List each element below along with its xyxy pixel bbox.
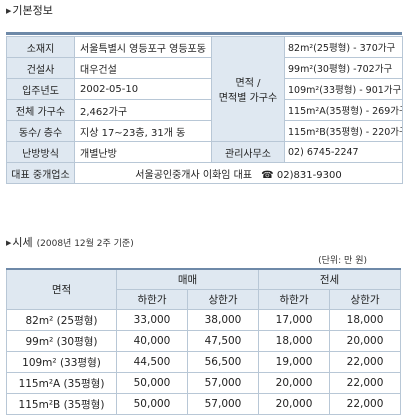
area-households-value: 99m²(30평형) -702가구 (284, 57, 403, 79)
info-value: 지상 17~23층, 31개 동 (74, 120, 212, 142)
sale-high-cell: 38,000 (186, 309, 260, 331)
info-row: 동수/ 층수 지상 17~23층, 31개 동 115m²B(35평형) - 2… (6, 120, 403, 142)
management-office-label: 관리사무소 (211, 141, 285, 163)
management-office-phone: 02) 6745-2247 (284, 141, 403, 163)
broker-phone: 02)831-9300 (276, 169, 342, 181)
info-label: 동수/ 층수 (6, 120, 75, 142)
info-label: 대표 중개업소 (6, 162, 75, 184)
sale-low-cell: 40,000 (116, 330, 188, 352)
sale-high-cell: 57,000 (186, 372, 260, 394)
basic-info-table: 소재지 서울특별시 영등포구 영등포동 면적 / 면적별 가구수 82m²(25… (6, 36, 403, 184)
basic-info-divider (6, 32, 402, 35)
jeonse-low-header: 하한가 (258, 289, 331, 310)
info-value: 개별난방 (74, 141, 212, 163)
sale-high-cell: 56,500 (186, 351, 260, 373)
triangle-bullet-icon: ▶ (6, 7, 12, 15)
basic-info-title: ▶기본정보 (6, 4, 53, 17)
area-column-header: 면적 (6, 268, 117, 310)
area-cell: 99m² (30평형) (6, 330, 117, 352)
jeonse-high-cell: 20,000 (329, 330, 402, 352)
table-row: 115m²A (35평형) 50,000 57,000 20,000 22,00… (6, 372, 402, 394)
jeonse-low-cell: 19,000 (258, 351, 331, 373)
broker-name: 서울공인중개사 이화임 대표 (135, 169, 253, 181)
price-table: 면적 매매 전세 하한가 상한가 하한가 상한가 82m² (25평형) 33,… (6, 268, 402, 415)
triangle-bullet-icon: ▶ (6, 239, 12, 247)
jeonse-high-header: 상한가 (329, 289, 402, 310)
jeonse-low-cell: 20,000 (258, 372, 331, 394)
jeonse-high-cell: 22,000 (329, 351, 402, 373)
sale-low-cell: 44,500 (116, 351, 188, 373)
sale-low-cell: 50,000 (116, 393, 188, 415)
jeonse-high-cell: 22,000 (329, 372, 402, 394)
info-row: 건설사 대우건설 99m²(30평형) -702가구 (6, 57, 403, 79)
sale-low-header: 하한가 (116, 289, 188, 310)
info-value: 서울특별시 영등포구 영등포동 (74, 36, 212, 58)
info-row: 난방방식 개별난방 관리사무소 02) 6745-2247 (6, 141, 403, 163)
unit-note: (단위: 만 원) (318, 256, 367, 266)
info-value: 2,462가구 (74, 99, 212, 121)
info-value: 2002-05-10 (74, 78, 212, 100)
area-households-value: 109m²(33평형) - 901가구 (284, 78, 403, 100)
price-subheader-row: 하한가 상한가 하한가 상한가 (7, 289, 402, 310)
info-row: 전체 가구수 2,462가구 115m²A(35평형) - 269가구 (6, 99, 403, 121)
sale-high-header: 상한가 (186, 289, 260, 310)
info-label: 전체 가구수 (6, 99, 75, 121)
area-households-value: 82m²(25평형) - 370가구 (284, 36, 403, 58)
sale-group-header: 매매 (115, 268, 260, 290)
area-households-value: 115m²A(35평형) - 269가구 (284, 99, 403, 121)
area-cell: 109m² (33평형) (6, 351, 117, 373)
jeonse-high-cell: 18,000 (329, 309, 402, 331)
info-label: 난방방식 (6, 141, 75, 163)
price-section-title: ▶시세 (2008년 12월 2주 기준) (6, 236, 134, 249)
sale-high-cell: 57,000 (186, 393, 260, 415)
jeonse-low-cell: 17,000 (258, 309, 331, 331)
info-row: 소재지 서울특별시 영등포구 영등포동 면적 / 면적별 가구수 82m²(25… (6, 36, 403, 142)
info-label: 입주년도 (6, 78, 75, 100)
price-header-row: 면적 매매 전세 (6, 268, 402, 310)
table-row: 115m²B (35평형) 50,000 57,000 20,000 22,00… (6, 393, 402, 415)
jeonse-group-header: 전세 (258, 268, 402, 290)
area-cell: 115m²B (35평형) (6, 393, 117, 415)
area-cell: 82m² (25평형) (6, 309, 117, 331)
phone-icon: ☎ (261, 169, 274, 181)
area-households-label: 면적 / 면적별 가구수 (211, 36, 285, 142)
info-label: 건설사 (6, 57, 75, 79)
broker-cell: 서울공인중개사 이화임 대표 ☎ 02)831-9300 (74, 162, 403, 184)
info-row: 입주년도 2002-05-10 109m²(33평형) - 901가구 (6, 78, 403, 100)
table-row: 82m² (25평형) 33,000 38,000 17,000 18,000 (6, 309, 402, 331)
jeonse-high-cell: 22,000 (329, 393, 402, 415)
table-row: 109m² (33평형) 44,500 56,500 19,000 22,000 (6, 351, 402, 373)
sale-high-cell: 47,500 (186, 330, 260, 352)
jeonse-low-cell: 20,000 (258, 393, 331, 415)
jeonse-low-cell: 18,000 (258, 330, 331, 352)
area-households-value: 115m²B(35평형) - 220가구 (284, 120, 403, 142)
sale-low-cell: 50,000 (116, 372, 188, 394)
info-value: 대우건설 (74, 57, 212, 79)
info-label: 소재지 (6, 36, 75, 58)
table-row: 99m² (30평형) 40,000 47,500 18,000 20,000 (6, 330, 402, 352)
info-row: 대표 중개업소 서울공인중개사 이화임 대표 ☎ 02)831-9300 (6, 162, 403, 184)
area-cell: 115m²A (35평형) (6, 372, 117, 394)
sale-low-cell: 33,000 (116, 309, 188, 331)
